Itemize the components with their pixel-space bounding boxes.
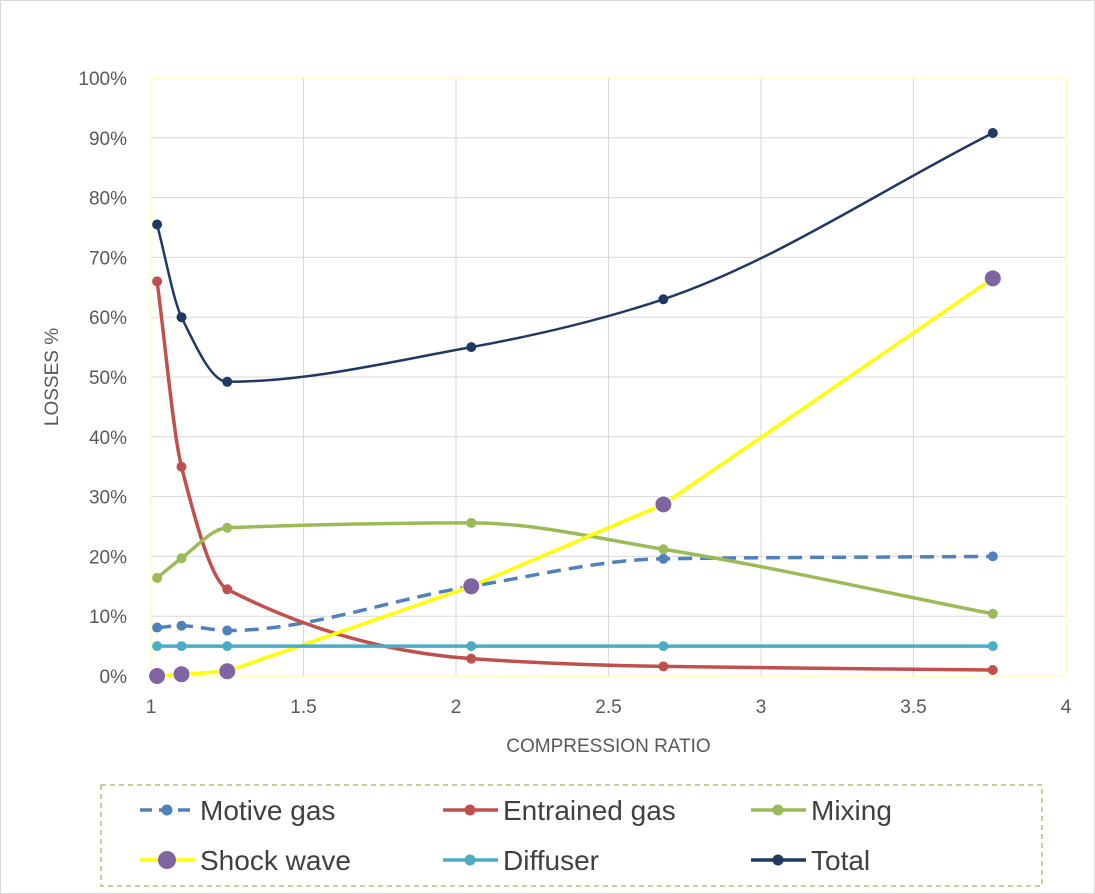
y-tick-label: 40% — [89, 428, 127, 449]
y-tick-label: 10% — [89, 607, 127, 628]
data-point — [987, 665, 998, 676]
plot-area-border — [150, 77, 1067, 677]
x-tick-label: 2.5 — [595, 697, 621, 718]
legend-entry-entrained-gas: Entrained gas — [443, 795, 676, 826]
data-point — [987, 641, 998, 652]
y-tick-label: 0% — [100, 667, 128, 688]
data-point — [176, 641, 187, 652]
data-point — [176, 312, 187, 323]
legend-entry-diffuser: Diffuser — [443, 845, 599, 876]
series-line-total — [155, 131, 994, 384]
legend-marker — [772, 804, 784, 816]
data-point — [658, 544, 669, 555]
data-point — [987, 551, 998, 562]
data-point — [222, 376, 233, 387]
y-tick-label: 90% — [89, 129, 127, 150]
legend-marker — [772, 854, 784, 866]
legend-marker — [464, 804, 476, 816]
legend-label: Diffuser — [503, 845, 599, 876]
legend-marker — [464, 854, 476, 866]
data-point — [222, 522, 233, 533]
data-point — [176, 620, 187, 631]
x-tick-label: 1 — [146, 697, 157, 718]
legend-marker — [158, 851, 176, 869]
series-entrained-gas — [152, 276, 998, 676]
data-point — [658, 294, 669, 305]
legend-marker — [161, 804, 173, 816]
x-tick-label: 4 — [1061, 697, 1072, 718]
series — [148, 128, 1002, 685]
data-point — [222, 625, 233, 636]
series-total — [152, 128, 998, 387]
data-point — [466, 641, 477, 652]
series-diffuser — [152, 641, 998, 652]
x-tick-label: 1.5 — [290, 697, 316, 718]
legend-label: Mixing — [811, 795, 892, 826]
series-line-entrained-gas — [155, 281, 993, 672]
y-tick-label: 70% — [89, 248, 127, 269]
x-tick-label: 3 — [756, 697, 767, 718]
legend-entry-motive-gas: Motive gas — [140, 795, 335, 826]
series-line-motive-gas — [156, 554, 993, 633]
data-point — [222, 584, 233, 595]
data-point — [654, 495, 673, 514]
data-point — [983, 269, 1002, 288]
tick-labels: 0% 10% 20% 30% 40% 50% 60% 70% 80% 90% 100% 1 1.5 2 2.… — [78, 69, 1071, 718]
y-tick-label: 100% — [78, 69, 127, 90]
data-point — [152, 622, 163, 633]
data-point — [987, 608, 998, 619]
legend-entry-mixing: Mixing — [751, 795, 892, 826]
legend: Motive gas Entrained gas Mixing Shock wave D… — [140, 795, 892, 876]
data-point — [172, 665, 191, 684]
y-tick-label: 60% — [89, 308, 127, 329]
data-point — [658, 661, 669, 672]
data-point — [462, 577, 481, 596]
legend-label: Shock wave — [200, 845, 351, 876]
data-point — [658, 641, 669, 652]
x-tick-label: 2 — [451, 697, 462, 718]
legend-entry-total: Total — [751, 845, 870, 876]
y-tick-label: 30% — [89, 488, 127, 509]
series-mixing — [152, 517, 998, 619]
data-point — [176, 553, 187, 564]
data-point — [152, 219, 163, 230]
data-point — [466, 342, 477, 353]
x-axis-title: COMPRESSION RATIO — [506, 736, 710, 757]
legend-label: Entrained gas — [503, 795, 676, 826]
y-tick-label: 20% — [89, 547, 127, 568]
x-tick-label: 3.5 — [900, 697, 926, 718]
y-tick-label: 50% — [89, 368, 127, 389]
y-tick-label: 80% — [89, 189, 127, 210]
series-shock-wave — [148, 269, 1002, 685]
legend-box — [100, 784, 1043, 887]
data-point — [176, 461, 187, 472]
series-motive-gas — [152, 551, 998, 636]
legend-label: Motive gas — [200, 795, 335, 826]
data-point — [466, 653, 477, 664]
data-point — [148, 667, 167, 685]
legend-label: Total — [811, 845, 870, 876]
y-axis-title: LOSSES % — [42, 328, 63, 426]
data-point — [152, 641, 163, 652]
data-point — [222, 641, 233, 652]
data-point — [218, 662, 237, 681]
legend-entry-shock-wave: Shock wave — [140, 845, 351, 876]
data-point — [152, 276, 163, 287]
data-point — [658, 553, 669, 564]
data-point — [987, 128, 998, 139]
data-point — [466, 517, 477, 528]
data-point — [152, 572, 163, 583]
